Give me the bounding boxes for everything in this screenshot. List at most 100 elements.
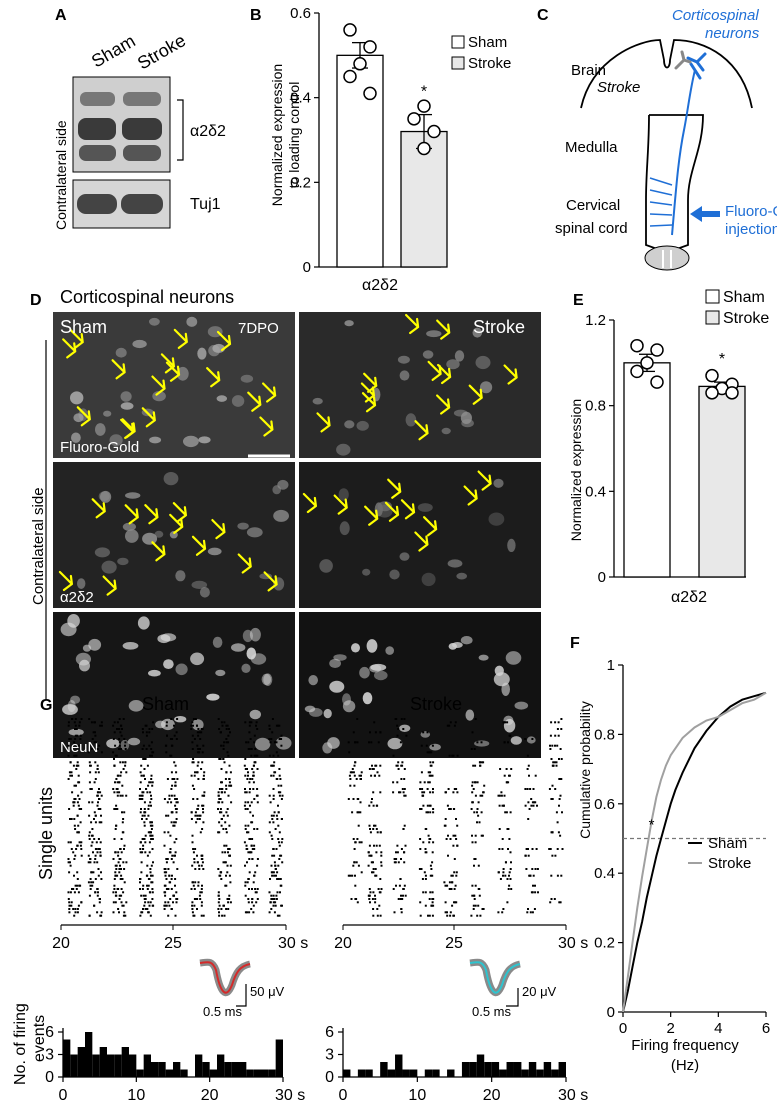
raster-sham-spike — [244, 774, 247, 777]
raster-sham-spike — [224, 821, 227, 824]
raster-sham-spike — [96, 764, 99, 767]
raster-sham-spike — [94, 854, 97, 857]
raster-stroke-spike — [527, 818, 530, 820]
raster-sham-spike — [227, 741, 230, 744]
raster-sham-spike — [74, 828, 77, 830]
raster-stroke-spike — [473, 811, 476, 814]
e-ytick-label: 0.8 — [585, 398, 606, 415]
raster-sham-spike — [193, 788, 196, 790]
cell-body — [191, 580, 208, 590]
cell-body — [452, 642, 463, 648]
raster-sham-spike — [273, 861, 276, 864]
raster-sham-spike — [147, 808, 150, 810]
raster-stroke-spike — [431, 901, 434, 904]
raster-sham-spike — [147, 784, 150, 787]
raster-sham-spike — [144, 898, 147, 900]
raster-sham-spike — [217, 718, 220, 720]
cell-body — [127, 737, 141, 746]
raster-sham-spike — [115, 804, 118, 807]
raster-sham-spike — [113, 838, 116, 840]
raster-sham-spike — [220, 744, 223, 747]
raster-sham-spike — [76, 761, 79, 764]
raster-sham-spike — [275, 814, 278, 817]
raster-sham-spike — [120, 894, 123, 897]
raster-stroke-spike — [431, 874, 434, 877]
raster-sham-spike — [252, 881, 255, 884]
b-datapoint — [427, 124, 441, 139]
raster-stroke-ticklabel-20: 20 — [334, 935, 352, 952]
raster-sham-spike — [150, 864, 153, 867]
raster-sham-spike — [96, 794, 99, 797]
raster-sham-spike — [140, 798, 143, 800]
raster-stroke-spike — [560, 778, 563, 780]
raster-sham-spike — [174, 878, 177, 880]
raster-stroke-spike — [368, 888, 371, 890]
raster-sham-spike — [119, 864, 121, 867]
cell-body — [421, 572, 436, 587]
raster-stroke-spike — [350, 898, 353, 900]
arrow-icon — [102, 575, 117, 596]
raster-sham-spike — [123, 868, 126, 870]
raster-sham-spike — [151, 848, 154, 850]
raster-sham-spike — [87, 751, 90, 754]
raster-sham-spike — [118, 738, 121, 740]
raster-sham-spike — [145, 734, 148, 737]
raster-sham-spike — [175, 771, 178, 774]
raster-stroke-spike — [480, 834, 483, 837]
raster-sham-spike — [74, 728, 76, 730]
raster-sham-spike — [166, 734, 168, 737]
cell-body — [272, 485, 282, 495]
raster-sham-spike — [271, 874, 274, 877]
micro-fg-stroke — [299, 312, 541, 458]
raster-sham-spike — [248, 731, 251, 734]
raster-sham-spike — [89, 788, 92, 790]
raster-sham-spike — [67, 898, 70, 900]
raster-sham-spike — [125, 794, 128, 797]
raster-sham-spike — [249, 811, 252, 814]
raster-sham-spike — [78, 808, 81, 810]
raster-stroke-spike — [376, 914, 379, 917]
raster-sham-spike — [272, 848, 275, 850]
raster-sham-spike — [173, 894, 175, 897]
raster-stroke-spike — [420, 771, 423, 774]
raster-sham-spike — [197, 761, 200, 764]
raster-sham-spike — [77, 794, 80, 797]
raster-sham-spike — [221, 724, 224, 727]
raster-stroke-spike — [402, 791, 405, 794]
raster-sham-spike — [151, 891, 154, 894]
raster-stroke-spike — [421, 794, 424, 797]
raster-sham-spike — [229, 901, 232, 904]
raster-sham-spike — [278, 774, 281, 777]
raster-sham-spike — [142, 894, 145, 897]
raster-stroke-spike — [531, 868, 534, 870]
raster-sham-spike — [170, 794, 173, 797]
b-datapoint — [353, 57, 367, 71]
medulla-cord-outline — [645, 114, 704, 251]
raster-sham-spike — [115, 788, 118, 790]
cell-body — [148, 669, 161, 677]
f-xlabel-line1: Firing frequency — [631, 1037, 739, 1054]
raster-stroke-spike — [501, 804, 504, 807]
raster-sham-spike — [67, 891, 70, 894]
raster-stroke-spike — [509, 811, 512, 814]
raster-sham-spike — [148, 878, 151, 880]
raster-stroke-spike — [561, 848, 564, 850]
b-datapoint — [343, 69, 357, 84]
raster-stroke-spike — [549, 901, 552, 904]
raster-stroke-spike — [357, 798, 360, 800]
raster-sham-spike — [200, 914, 203, 917]
cell-body — [446, 359, 460, 370]
f-ytick-label: 0 — [607, 1004, 615, 1021]
raster-sham-spike — [145, 748, 148, 750]
raster-sham-spike — [77, 804, 80, 807]
hist-sham-bin — [202, 1062, 210, 1077]
hist-stroke-bin — [469, 1062, 477, 1077]
cell-body — [125, 529, 139, 543]
arrow-icon — [427, 360, 442, 381]
corticospinal-tract — [671, 69, 696, 236]
raster-sham-spike — [93, 811, 96, 814]
raster-sham-spike — [229, 771, 232, 774]
stroke-neuron-icon — [674, 50, 692, 70]
raster-stroke-spike — [355, 861, 358, 864]
cell-body — [362, 568, 371, 576]
